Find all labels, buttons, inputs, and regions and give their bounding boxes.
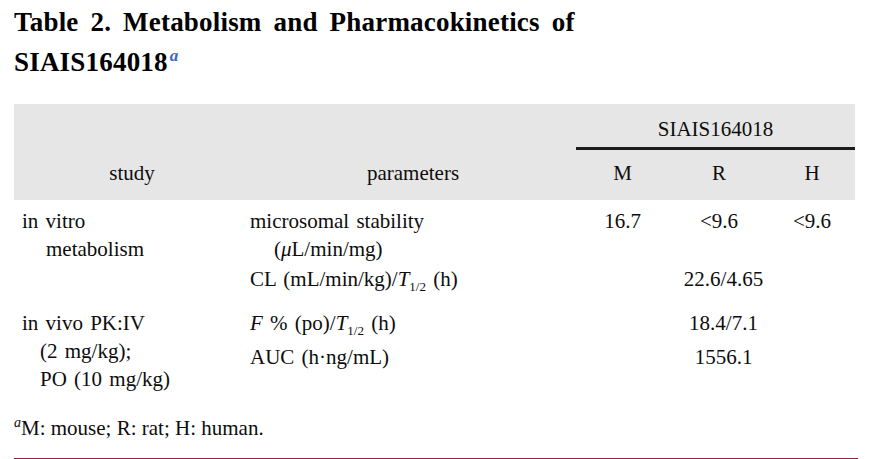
table-header: SIAIS164018 study parameters M R H [14, 104, 855, 200]
in-vivo-rows: F % (po)/T1/2 (h) 18.4/7.1 AUC (h·ng/mL)… [250, 309, 855, 393]
value-microsomal-r: <9.6 [669, 207, 769, 235]
f-suffix: (h) [364, 311, 396, 335]
table-title-line1: Table 2. Metabolism and Pharmacokinetics… [14, 7, 575, 37]
parameter-auc: AUC (h·ng/mL) [250, 343, 576, 371]
table-row-cl-t12: CL (mL/min/kg)/T1/2 (h) 22.6/4.65 [250, 265, 855, 293]
study-cell-in-vivo: in vivo PK:IV (2 mg/kg); PO (10 mg/kg) [14, 309, 250, 393]
in-vitro-rows: microsomal stability (μL/min/mg) 16.7 <9… [250, 207, 855, 293]
study-in-vivo-line1: in vivo PK:IV [22, 309, 250, 337]
cl-t-symbol: T [398, 267, 410, 291]
table-section-in-vitro: in vitro metabolism microsomal stability… [14, 207, 855, 293]
value-cl-t12: 22.6/4.65 [576, 265, 855, 293]
value-microsomal-m: 16.7 [576, 207, 669, 235]
column-header-study: study [14, 159, 250, 187]
microsomal-unit-open: ( [274, 237, 281, 261]
microsomal-line2: (μL/min/mg) [250, 235, 576, 263]
column-header-r: R [669, 159, 769, 187]
microsomal-unit-mu: μ [281, 237, 292, 261]
microsomal-line1: microsomal stability [250, 207, 576, 235]
column-group-compound: SIAIS164018 [576, 116, 855, 150]
table-title-line2: SIAIS164018 [14, 47, 168, 77]
title-footnote-marker: a [170, 46, 179, 65]
f-t-symbol: T [336, 311, 348, 335]
parameter-cl-t12: CL (mL/min/kg)/T1/2 (h) [250, 265, 576, 293]
table-footnote: aM: mouse; R: rat; H: human. [14, 409, 885, 442]
study-in-vitro-line2: metabolism [22, 235, 250, 263]
cl-t-subscript: 1/2 [409, 279, 426, 294]
column-header-parameters: parameters [250, 159, 576, 187]
table-body: in vitro metabolism microsomal stability… [14, 207, 855, 393]
study-in-vitro-line1: in vitro [22, 207, 250, 235]
parameter-f-t12: F % (po)/T1/2 (h) [250, 309, 576, 337]
column-header-m: M [576, 159, 669, 187]
column-header-row: study parameters M R H [14, 150, 855, 200]
value-microsomal-h: <9.6 [769, 207, 855, 235]
cl-suffix: (h) [426, 267, 458, 291]
table-row-microsomal-stability: microsomal stability (μL/min/mg) 16.7 <9… [250, 207, 855, 263]
parameter-microsomal-stability: microsomal stability (μL/min/mg) [250, 207, 576, 263]
table-row-f-t12: F % (po)/T1/2 (h) 18.4/7.1 [250, 309, 855, 337]
footnote-text: M: mouse; R: rat; H: human. [21, 416, 264, 440]
study-in-vivo-line3: PO (10 mg/kg) [22, 365, 250, 393]
table-row-auc: AUC (h·ng/mL) 1556.1 [250, 343, 855, 371]
table-title: Table 2. Metabolism and Pharmacokinetics… [14, 5, 885, 79]
study-cell-in-vitro: in vitro metabolism [14, 207, 250, 293]
f-t-subscript: 1/2 [347, 323, 364, 338]
cl-prefix: CL (mL/min/kg)/ [250, 267, 398, 291]
microsomal-unit-rest: L/min/mg) [292, 237, 383, 261]
column-header-h: H [769, 159, 855, 187]
footnote-marker: a [14, 415, 21, 430]
table-section-in-vivo: in vivo PK:IV (2 mg/kg); PO (10 mg/kg) F… [14, 309, 855, 393]
study-in-vivo-line2: (2 mg/kg); [22, 337, 250, 365]
f-mid: % (po)/ [263, 311, 336, 335]
value-f-t12: 18.4/7.1 [576, 309, 855, 337]
pk-table: SIAIS164018 study parameters M R H in vi… [14, 104, 855, 393]
value-auc: 1556.1 [576, 343, 855, 371]
group-header-row: SIAIS164018 [14, 116, 855, 150]
f-symbol: F [250, 311, 263, 335]
